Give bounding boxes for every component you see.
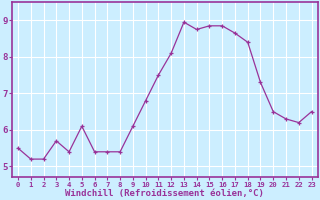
X-axis label: Windchill (Refroidissement éolien,°C): Windchill (Refroidissement éolien,°C) [65,189,264,198]
